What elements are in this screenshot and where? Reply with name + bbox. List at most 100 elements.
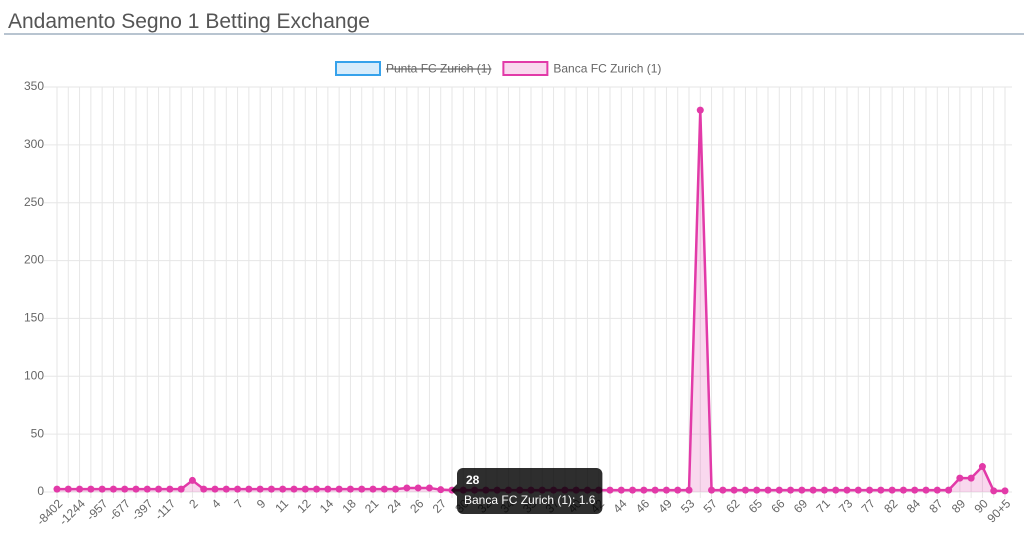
y-tick-label: 250 [24, 195, 44, 209]
data-point [155, 485, 163, 493]
data-point [820, 486, 828, 494]
data-point [234, 485, 242, 493]
data-point [1001, 487, 1009, 495]
x-tick-label: 57 [701, 496, 721, 516]
data-point [380, 485, 388, 493]
data-point [990, 487, 998, 495]
data-point [313, 485, 321, 493]
x-tick-label: 71 [813, 496, 833, 516]
tooltip-box [457, 468, 603, 514]
x-tick-label: 90+5 [984, 496, 1013, 525]
x-tick-label: 24 [385, 496, 405, 516]
data-point [53, 485, 61, 493]
x-tick-label: 7 [231, 496, 246, 511]
x-tick-label: 89 [949, 496, 969, 516]
x-tick-label: 62 [723, 496, 743, 516]
data-point [832, 486, 840, 494]
data-point [132, 485, 140, 493]
legend-label: Punta FC Zurich (1) [386, 62, 491, 76]
x-tick-label: 21 [362, 496, 382, 516]
data-point [188, 476, 196, 484]
x-tick-label: 26 [407, 496, 427, 516]
data-point [956, 474, 964, 482]
y-tick-label: 300 [24, 137, 44, 151]
x-tick-label: 87 [926, 496, 946, 516]
tooltip-caret [451, 484, 457, 497]
data-point [267, 485, 275, 493]
data-point [109, 485, 117, 493]
data-point [335, 485, 343, 493]
data-point [753, 486, 761, 494]
data-point [674, 486, 682, 494]
data-point [640, 486, 648, 494]
data-point [245, 485, 253, 493]
x-tick-label: 9 [254, 496, 269, 511]
x-tick-label: 14 [317, 496, 337, 516]
data-point [978, 463, 986, 471]
data-point [392, 485, 400, 493]
data-point [685, 486, 693, 494]
legend-swatch [335, 61, 381, 76]
tooltip-series-name: Banca FC Zurich (1) [464, 493, 572, 507]
data-point [651, 486, 659, 494]
x-tick-label: 84 [904, 496, 924, 516]
tooltip: 28 Banca FC Zurich (1): 1.6 [451, 468, 603, 514]
tooltip-value: 1.6 [579, 493, 596, 507]
x-tick-label: -1244 [56, 496, 88, 528]
data-point [98, 485, 106, 493]
data-point [617, 486, 625, 494]
data-point [866, 486, 874, 494]
y-tick-label: 200 [24, 253, 44, 267]
tooltip-separator: : [572, 493, 579, 507]
data-point [143, 485, 151, 493]
data-point [719, 486, 727, 494]
data-point [403, 484, 411, 492]
tooltip-body: Banca FC Zurich (1): 1.6 [464, 493, 596, 507]
x-tick-label: -397 [129, 496, 156, 523]
data-point [211, 485, 219, 493]
data-point [222, 485, 230, 493]
data-point [279, 485, 287, 493]
x-tick-label: -677 [106, 496, 133, 523]
x-tick-label: 46 [633, 496, 653, 516]
x-tick-label: 11 [272, 496, 291, 515]
data-point [301, 485, 309, 493]
data-point [64, 485, 72, 493]
x-tick-label: 44 [610, 496, 630, 516]
data-point [369, 485, 377, 493]
x-tick-label: 2 [186, 496, 201, 511]
data-point [177, 485, 185, 493]
x-tick-label: 18 [339, 496, 359, 516]
data-point [324, 485, 332, 493]
data-point [899, 486, 907, 494]
data-point [933, 486, 941, 494]
x-tick-label: 73 [836, 496, 856, 516]
data-point [708, 486, 716, 494]
data-point [843, 486, 851, 494]
x-tick-label: 66 [768, 496, 788, 516]
x-tick-label: -117 [152, 496, 178, 522]
data-point [967, 474, 975, 482]
data-point [798, 486, 806, 494]
x-tick-label: 49 [655, 496, 675, 516]
chart-title: Andamento Segno 1 Betting Exchange [8, 10, 370, 33]
data-point [629, 486, 637, 494]
x-tick-label: 27 [430, 496, 450, 516]
data-point [290, 485, 298, 493]
y-tick-label: 0 [37, 484, 44, 498]
data-point [425, 484, 433, 492]
data-point [911, 486, 919, 494]
data-point [76, 485, 84, 493]
data-point [414, 484, 422, 492]
y-tick-label: 150 [24, 311, 44, 325]
x-tick-label: 53 [678, 496, 698, 516]
data-point [696, 106, 704, 114]
data-point [662, 486, 670, 494]
data-point [741, 486, 749, 494]
data-point [945, 486, 953, 494]
data-point [787, 486, 795, 494]
data-point [346, 485, 354, 493]
data-point [121, 485, 129, 493]
